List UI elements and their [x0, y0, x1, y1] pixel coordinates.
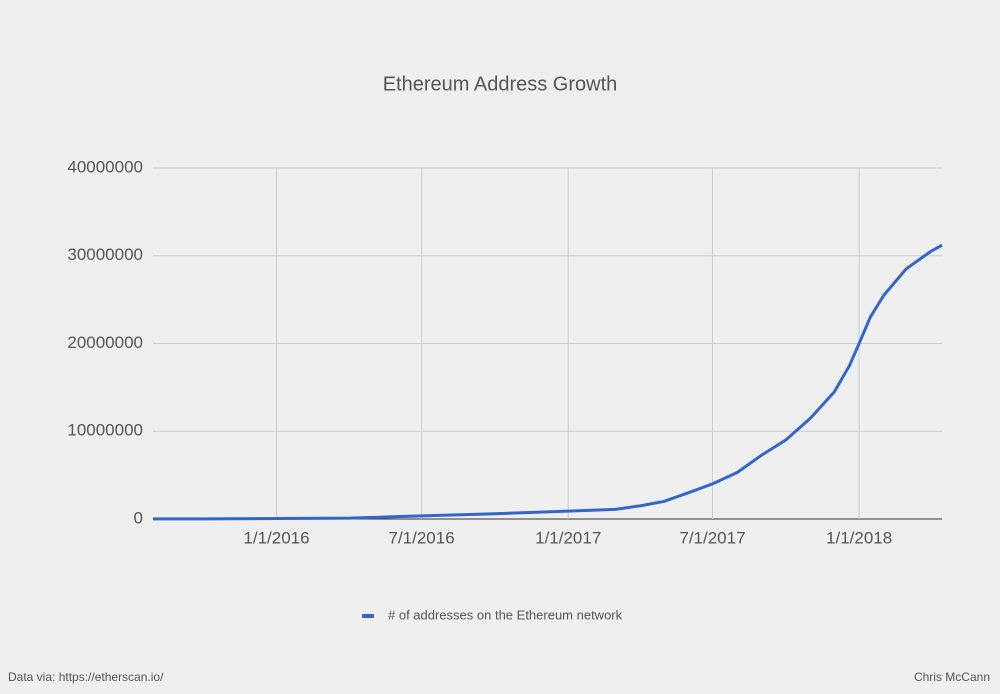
x-tick-label: 1/1/2018 — [826, 528, 892, 547]
x-tick-label: 7/1/2016 — [388, 528, 454, 547]
chart-title: Ethereum Address Growth — [383, 73, 618, 95]
author-note: Chris McCann — [914, 670, 990, 684]
legend-label: # of addresses on the Ethereum network — [388, 607, 623, 622]
source-note: Data via: https://etherscan.io/ — [8, 670, 164, 684]
x-tick-label: 1/1/2016 — [243, 528, 309, 547]
y-tick-label: 10000000 — [67, 421, 143, 440]
x-tick-label: 7/1/2017 — [679, 528, 745, 547]
y-tick-label: 0 — [134, 508, 143, 527]
y-tick-label: 40000000 — [67, 157, 143, 176]
x-tick-label: 1/1/2017 — [535, 528, 601, 547]
y-tick-label: 20000000 — [67, 333, 143, 352]
data-line — [152, 243, 943, 521]
y-tick-label: 30000000 — [67, 245, 143, 264]
